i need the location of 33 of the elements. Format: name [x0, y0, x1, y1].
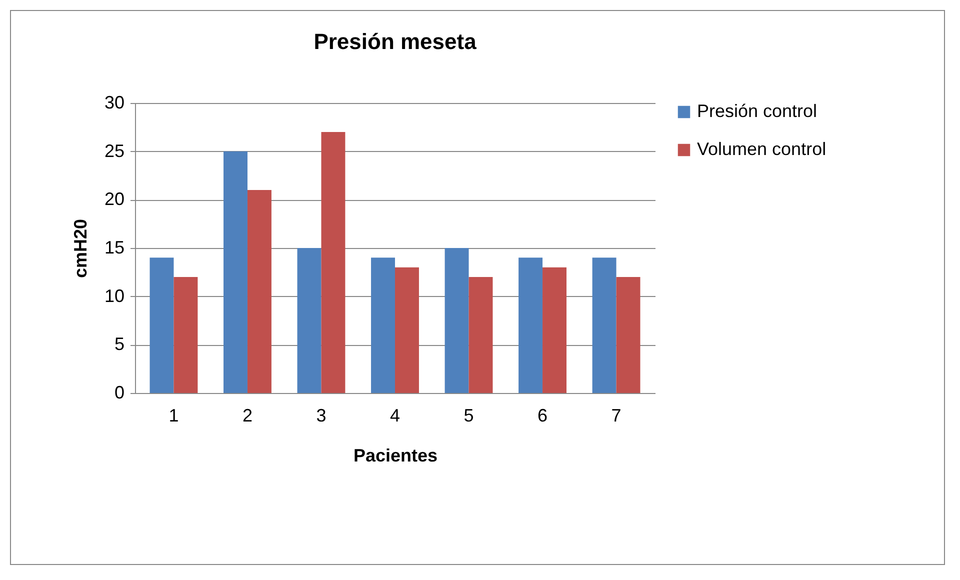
- bar: [150, 258, 174, 393]
- x-tick-label: 1: [168, 406, 179, 426]
- x-tick-label: 5: [464, 406, 474, 426]
- bar: [542, 267, 566, 393]
- bar: [224, 151, 248, 393]
- y-tick-label: 20: [104, 189, 124, 210]
- x-tick-label: 4: [390, 406, 400, 426]
- y-tick-label: 10: [104, 286, 124, 306]
- x-tick-label: 2: [242, 406, 252, 426]
- x-tick-label: 7: [611, 406, 622, 426]
- bar: [592, 258, 616, 393]
- bar: [297, 248, 322, 393]
- y-tick-label: 15: [104, 238, 124, 258]
- x-tick-label: 3: [316, 406, 326, 426]
- bar: [321, 132, 346, 393]
- x-tick-label: 6: [538, 406, 548, 426]
- x-axis-title: Pacientes: [353, 446, 438, 466]
- y-tick-label: 30: [104, 92, 124, 112]
- bar: [616, 277, 640, 393]
- y-tick-label: 25: [104, 140, 124, 161]
- bar: [518, 258, 543, 393]
- bar: [247, 190, 272, 393]
- chart-title: Presión meseta: [314, 29, 478, 54]
- legend-label: Presión control: [697, 101, 818, 121]
- bar: [174, 277, 198, 393]
- y-axis-title: cmH20: [70, 218, 90, 278]
- legend-label: Volumen control: [697, 139, 826, 159]
- bar: [395, 267, 419, 393]
- bar: [444, 248, 469, 393]
- bar: [371, 258, 395, 393]
- bar: [468, 277, 493, 393]
- y-tick-label: 0: [114, 382, 124, 402]
- y-tick-label: 5: [114, 334, 124, 354]
